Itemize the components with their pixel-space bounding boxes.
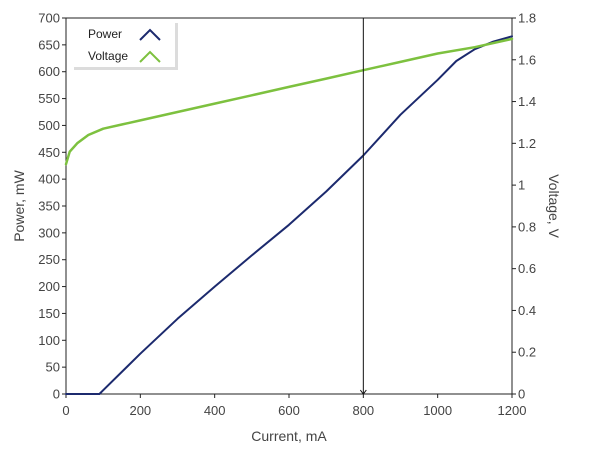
x-tick-label: 1200 — [498, 403, 527, 418]
y-left-tick-label: 350 — [38, 199, 60, 214]
y-right-tick-label: 0.4 — [518, 303, 536, 318]
y-axis-right-title: Voltage, V — [546, 174, 562, 238]
tick-labels: 0 200 400 600 800 1000 12000501001502002503003… — [38, 11, 536, 419]
y-left-tick-label: 250 — [38, 252, 60, 267]
series-lines — [64, 35, 514, 395]
plot-area — [65, 17, 513, 395]
series-line-voltage — [64, 37, 514, 166]
y-right-tick-label: 1.2 — [518, 136, 536, 151]
y-right-tick-label: 1.8 — [518, 11, 536, 26]
tick-marks — [62, 17, 516, 398]
x-axis-title: Current, mA — [251, 428, 327, 444]
y-left-tick-label: 700 — [38, 11, 60, 26]
legend-label-power: Power — [88, 27, 122, 41]
y-right-tick-label: 1.4 — [518, 94, 536, 109]
legend-label-voltage: Voltage — [88, 49, 128, 63]
y-left-tick-label: 0 — [53, 387, 60, 402]
y-left-tick-label: 300 — [38, 225, 60, 240]
y-axis-left-title: Power, mW — [11, 169, 27, 241]
series-line-power — [65, 35, 513, 395]
legend-swatch-power — [139, 28, 161, 41]
y-left-tick-label: 400 — [38, 172, 60, 187]
y-right-tick-label: 0.8 — [518, 219, 536, 234]
y-left-tick-label: 600 — [38, 64, 60, 79]
legend: Power Voltage — [71, 20, 178, 70]
y-right-tick-label: 1 — [518, 178, 525, 193]
x-tick-label: 400 — [204, 403, 226, 418]
y-left-tick-label: 200 — [38, 279, 60, 294]
y-right-tick-label: 0 — [518, 387, 525, 402]
y-left-tick-label: 50 — [46, 360, 60, 375]
y-left-tick-label: 450 — [38, 145, 60, 160]
y-right-tick-label: 0.6 — [518, 261, 536, 276]
x-tick-label: 0 — [62, 403, 69, 418]
y-left-tick-label: 500 — [38, 118, 60, 133]
y-left-tick-label: 100 — [38, 333, 60, 348]
y-left-tick-label: 150 — [38, 306, 60, 321]
y-right-tick-label: 0.2 — [518, 345, 536, 360]
x-tick-label: 1000 — [423, 403, 452, 418]
x-tick-label: 800 — [352, 403, 374, 418]
y-left-tick-label: 650 — [38, 37, 60, 52]
legend-swatch-voltage — [139, 50, 161, 63]
y-right-tick-label: 1.6 — [518, 52, 536, 67]
x-tick-label: 200 — [129, 403, 151, 418]
x-tick-label: 600 — [278, 403, 300, 418]
y-left-tick-label: 550 — [38, 91, 60, 106]
cursor-marker[interactable] — [359, 389, 367, 395]
